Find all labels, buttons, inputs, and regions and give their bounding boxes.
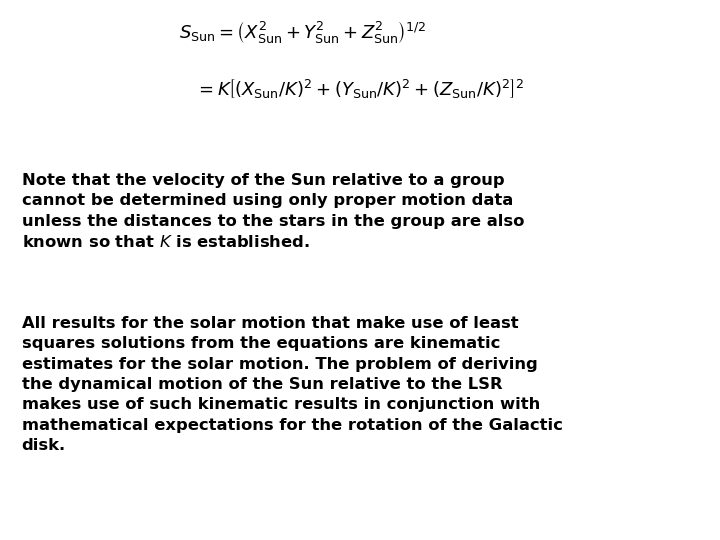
Text: $= K \left[\left(X_{\rm Sun}/K\right)^2 + \left(Y_{\rm Sun}/K\right)^2 + \left(Z: $= K \left[\left(X_{\rm Sun}/K\right)^2 … xyxy=(195,78,525,102)
Text: All results for the solar motion that make use of least
squares solutions from t: All results for the solar motion that ma… xyxy=(22,316,562,453)
Text: $S_{\rm Sun} = \left(X^2_{\rm Sun} + Y^2_{\rm Sun} + Z^2_{\rm Sun}\right)^{1/2}$: $S_{\rm Sun} = \left(X^2_{\rm Sun} + Y^2… xyxy=(179,19,426,45)
Text: Note that the velocity of the Sun relative to a group
cannot be determined using: Note that the velocity of the Sun relati… xyxy=(22,173,524,251)
